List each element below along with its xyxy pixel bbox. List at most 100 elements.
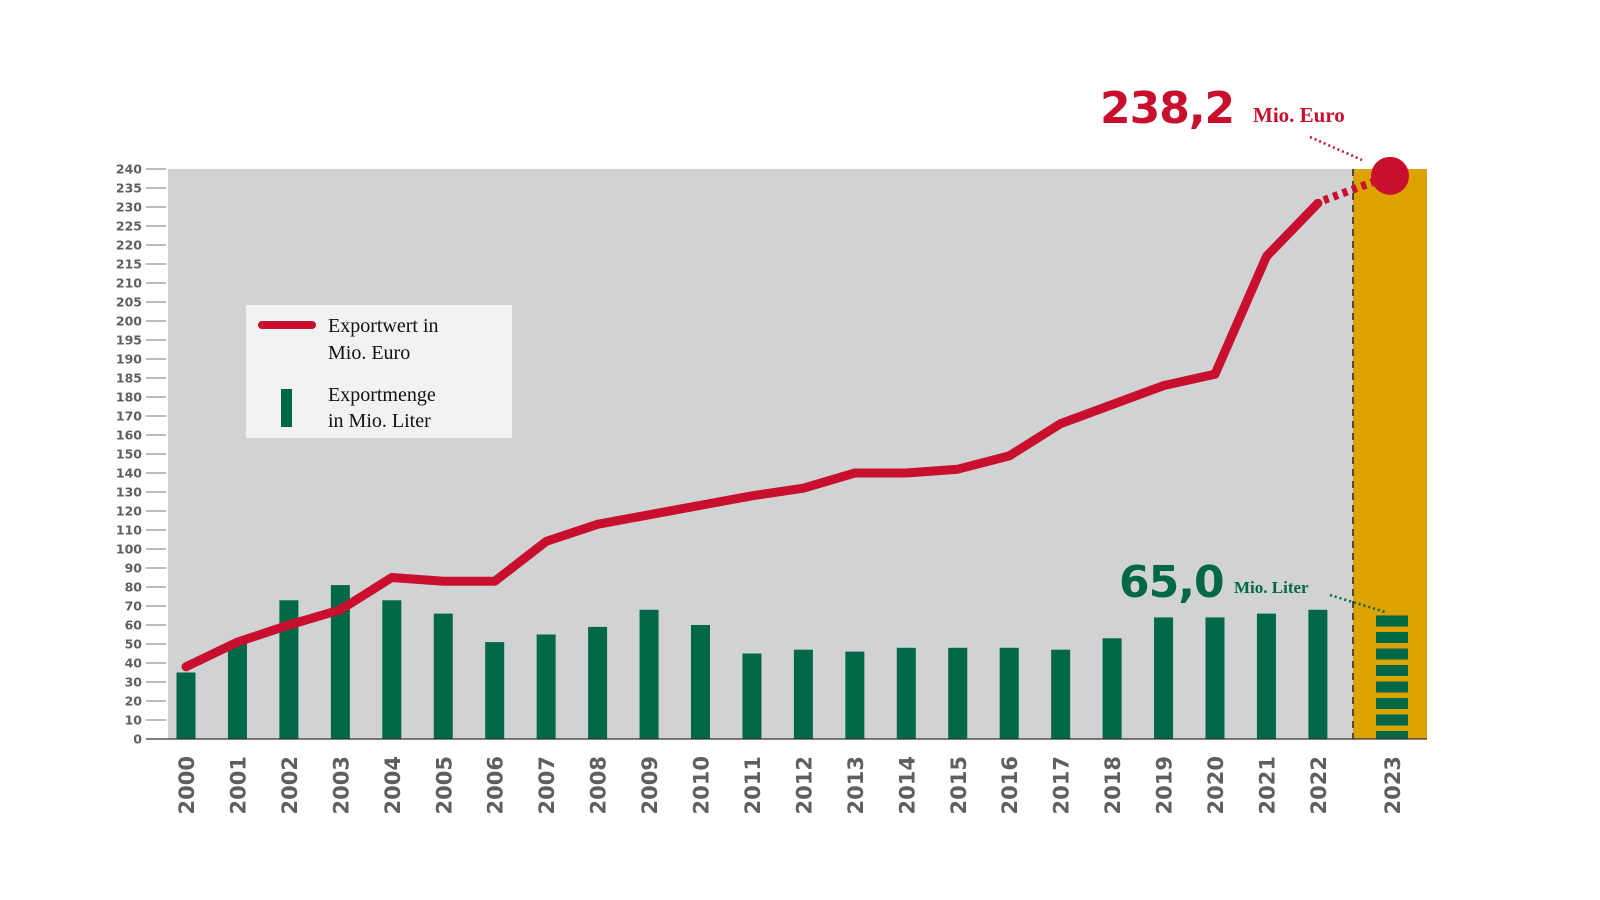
bar-2015 xyxy=(948,647,968,739)
y-tick-label: 70 xyxy=(125,599,143,614)
volume-annotation-number: 65,0 xyxy=(1119,557,1224,608)
bar-2007 xyxy=(536,634,556,739)
bar-2000 xyxy=(176,672,196,739)
bar-stripe xyxy=(1376,698,1408,709)
bar-2005 xyxy=(433,613,453,739)
y-tick-label: 130 xyxy=(116,485,142,500)
export-value-line xyxy=(181,198,1323,672)
bar-2003 xyxy=(330,585,350,739)
bar-2012 xyxy=(793,649,813,739)
x-tick-label: 2012 xyxy=(792,756,816,814)
y-tick-label: 30 xyxy=(125,675,143,690)
y-axis: 0 10 20 30 40 50 60 70 80 90 100 110 120 130 140 150 160… xyxy=(116,162,166,747)
x-tick-label: 2000 xyxy=(175,756,199,814)
y-tick-label: 20 xyxy=(125,694,143,709)
y-tick-label: 10 xyxy=(125,713,143,728)
x-tick-label: 2003 xyxy=(329,756,353,814)
y-tick-label: 160 xyxy=(116,428,142,443)
bar-stripe xyxy=(1376,731,1408,739)
x-tick-label: 2015 xyxy=(947,756,971,814)
y-tick-label: 100 xyxy=(116,542,142,557)
x-tick-label: 2021 xyxy=(1255,756,1279,814)
bar-2011 xyxy=(742,653,762,739)
bar-2020 xyxy=(1205,617,1225,739)
y-tick-label: 215 xyxy=(116,257,142,272)
bar-2017 xyxy=(1051,649,1071,739)
bar-series xyxy=(176,585,1408,739)
y-tick-label: 110 xyxy=(116,523,142,538)
x-tick-label: 2014 xyxy=(895,756,919,814)
y-tick-label: 230 xyxy=(116,200,142,215)
bar-2009 xyxy=(639,609,659,739)
y-tick-label: 150 xyxy=(116,447,142,462)
bar-stripe xyxy=(1376,632,1408,643)
legend: Exportwert in Mio. Euro Exportmenge in M… xyxy=(246,305,512,438)
x-tick-label: 2006 xyxy=(484,756,508,814)
y-tick-label: 220 xyxy=(116,238,142,253)
x-tick-label: 2019 xyxy=(1153,756,1177,814)
y-tick-label: 40 xyxy=(125,656,143,671)
volume-annotation: 65,0 Mio. Liter xyxy=(1119,557,1386,614)
x-tick-label: 2007 xyxy=(535,756,559,814)
bar-2019 xyxy=(1154,617,1174,739)
y-tick-label: 200 xyxy=(116,314,142,329)
y-tick-label: 90 xyxy=(125,561,143,576)
x-tick-label: 2008 xyxy=(587,756,611,814)
x-tick-label: 2018 xyxy=(1101,756,1125,814)
bar-stripe xyxy=(1376,714,1408,726)
bar-2002 xyxy=(279,600,299,739)
bar-2004 xyxy=(382,600,402,739)
y-tick-label: 205 xyxy=(116,295,142,310)
bar-2008 xyxy=(588,626,608,739)
x-tick-label: 2022 xyxy=(1307,756,1331,814)
y-tick-label: 190 xyxy=(116,352,142,367)
legend-label-volume-1: Exportmenge xyxy=(328,384,436,406)
x-tick-label: 2002 xyxy=(278,756,302,814)
y-tick-label: 210 xyxy=(116,276,142,291)
x-tick-label: 2009 xyxy=(638,756,662,814)
x-tick-label: 2017 xyxy=(1050,756,1074,814)
bar-2022 xyxy=(1308,609,1328,739)
export-value-projection xyxy=(1322,172,1392,204)
value-annotation-number: 238,2 xyxy=(1100,83,1234,134)
y-tick-label: 180 xyxy=(116,390,142,405)
x-tick-label: 2001 xyxy=(226,756,250,814)
legend-label-value-2: Mio. Euro xyxy=(328,342,410,364)
bar-2006 xyxy=(485,642,505,739)
y-tick-label: 50 xyxy=(125,637,143,652)
legend-label-value-1: Exportwert in xyxy=(328,315,439,337)
y-tick-label: 225 xyxy=(116,219,142,234)
y-tick-label: 60 xyxy=(125,618,143,633)
x-tick-label: 2020 xyxy=(1204,756,1228,814)
x-tick-label: 2005 xyxy=(432,756,456,814)
line-series xyxy=(181,156,1409,672)
bar-stripe xyxy=(1376,681,1408,693)
value-annotation-leader xyxy=(1309,135,1363,162)
bar-2016 xyxy=(999,647,1019,739)
volume-annotation-unit: Mio. Liter xyxy=(1234,578,1309,597)
x-axis: 2000 2001 2002 2003 2004 2005 2006 2007 2008 2009… xyxy=(175,756,1405,814)
bar-stripe xyxy=(1376,615,1408,627)
bar-2021 xyxy=(1256,613,1276,739)
bar-2023-striped xyxy=(1376,615,1408,739)
y-tick-label: 170 xyxy=(116,409,142,424)
bar-2014 xyxy=(896,647,916,739)
bar-stripe xyxy=(1376,648,1408,660)
point-2023 xyxy=(1371,156,1409,195)
legend-bar-swatch xyxy=(281,389,292,427)
value-annotation-unit: Mio. Euro xyxy=(1253,103,1345,127)
y-tick-label: 80 xyxy=(125,580,143,595)
y-tick-label: 120 xyxy=(116,504,142,519)
highlight-band-2023 xyxy=(1353,169,1427,739)
y-tick-label: 195 xyxy=(116,333,142,348)
y-tick-label: 235 xyxy=(116,181,142,196)
bar-2013 xyxy=(845,651,865,739)
y-tick-label: 0 xyxy=(133,732,142,747)
bar-2010 xyxy=(691,625,710,739)
y-tick-label: 140 xyxy=(116,466,142,481)
x-tick-label: 2010 xyxy=(690,756,714,814)
y-tick-label: 185 xyxy=(116,371,142,386)
x-tick-label: 2016 xyxy=(998,756,1022,814)
bar-2018 xyxy=(1102,638,1122,739)
